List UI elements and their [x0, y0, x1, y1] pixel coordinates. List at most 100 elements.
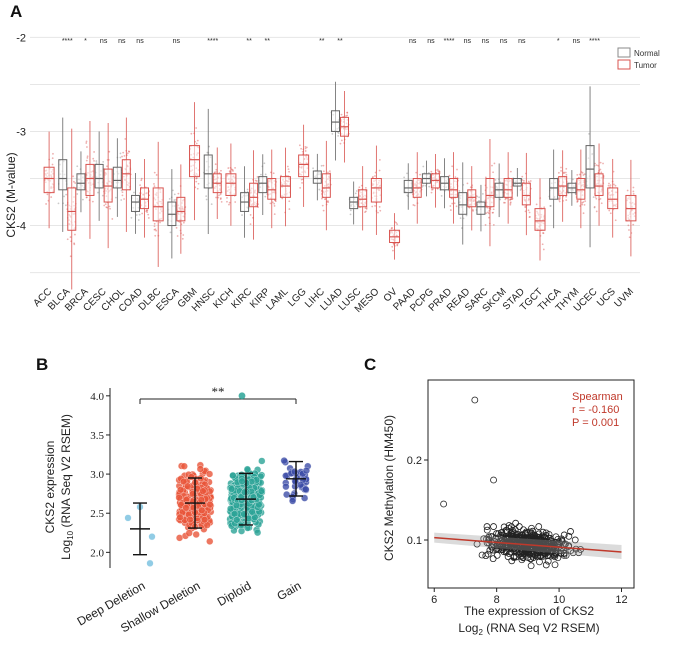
data-point [215, 196, 217, 199]
outlier-point [471, 396, 479, 404]
data-point [140, 177, 143, 180]
significance-label: ns [573, 38, 581, 45]
data-point [227, 505, 235, 513]
data-point [521, 179, 524, 181]
data-point [184, 482, 192, 490]
data-point [492, 171, 494, 174]
data-point [595, 197, 598, 200]
data-point [283, 491, 291, 499]
data-point [354, 192, 357, 195]
data-point [575, 549, 583, 557]
data-point [229, 471, 237, 480]
data-point [339, 142, 342, 145]
data-point [527, 529, 535, 537]
y-tick-label: -4 [16, 221, 26, 233]
data-point [372, 176, 374, 178]
data-point [571, 536, 579, 544]
box-thca [549, 178, 559, 200]
box-ucs [607, 187, 619, 210]
data-point [155, 174, 158, 176]
data-point [234, 166, 236, 169]
box-sarc [485, 178, 495, 208]
data-point [305, 146, 308, 149]
box-chol [121, 159, 131, 191]
data-point [378, 158, 381, 161]
data-point [377, 211, 379, 214]
data-point [331, 132, 334, 135]
box-chol [112, 166, 122, 189]
data-point [582, 174, 585, 176]
data-point [108, 150, 111, 153]
data-point [569, 549, 577, 557]
data-point [419, 173, 421, 176]
data-point [182, 221, 185, 224]
data-point [213, 171, 216, 174]
data-point [614, 184, 617, 187]
data-point [577, 200, 579, 202]
data-point [206, 537, 214, 545]
panel-a-x-labels: ACCBLCABRCACESCCHOLCOADDLBCESCAGBMHNSCKI… [31, 286, 636, 315]
panel-b-axes: 2.0 2.5 3.0 3.5 4.0 ** [90, 384, 297, 568]
data-point [153, 183, 155, 185]
data-point [440, 194, 443, 197]
data-point [511, 198, 514, 201]
data-point [554, 554, 562, 562]
significance-label: ns [173, 38, 181, 45]
data-point [558, 197, 561, 200]
data-point [535, 203, 538, 206]
data-point [215, 168, 218, 171]
data-point [494, 179, 497, 181]
data-point [510, 198, 512, 201]
data-point [180, 462, 188, 470]
data-point [565, 167, 568, 170]
data-point [269, 202, 272, 205]
data-point [560, 549, 568, 557]
data-point [173, 193, 176, 196]
panel-b-error-bars [130, 460, 306, 556]
data-point [520, 187, 523, 189]
data-point [195, 180, 198, 183]
significance-label: ns [482, 38, 490, 45]
data-point [565, 173, 568, 176]
data-point [241, 488, 249, 496]
box-prad [449, 178, 459, 198]
data-point [538, 534, 546, 542]
significance-label: ns [118, 38, 126, 45]
data-point [514, 530, 522, 538]
data-point [228, 170, 231, 173]
data-point [206, 470, 214, 478]
data-point [346, 111, 349, 114]
data-point [632, 223, 635, 226]
box-ucec [594, 173, 604, 196]
data-point [220, 169, 222, 172]
data-point [509, 531, 517, 539]
data-point [82, 198, 84, 201]
data-point [609, 212, 612, 215]
data-point [300, 147, 303, 150]
significance-label: ns [100, 38, 108, 45]
data-point [153, 171, 156, 174]
data-point [449, 209, 452, 211]
data-point [431, 188, 434, 191]
box-coad [140, 187, 149, 210]
data-point [153, 225, 156, 228]
data-point [628, 236, 631, 239]
data-point [154, 234, 157, 237]
data-point [337, 134, 340, 137]
data-point [282, 483, 290, 491]
data-point [543, 206, 546, 209]
data-point [299, 186, 302, 189]
significance-label: ns [136, 38, 144, 45]
data-point [145, 210, 148, 213]
data-point [487, 211, 489, 214]
spearman-r: r = -0.160 [572, 404, 619, 416]
data-point [396, 242, 399, 245]
box-esca [176, 196, 186, 222]
data-point [328, 170, 331, 173]
data-point [557, 197, 560, 200]
data-point [455, 205, 458, 208]
data-point [374, 175, 376, 177]
fit-line [434, 536, 622, 553]
data-point [529, 215, 531, 218]
data-point [430, 191, 433, 194]
